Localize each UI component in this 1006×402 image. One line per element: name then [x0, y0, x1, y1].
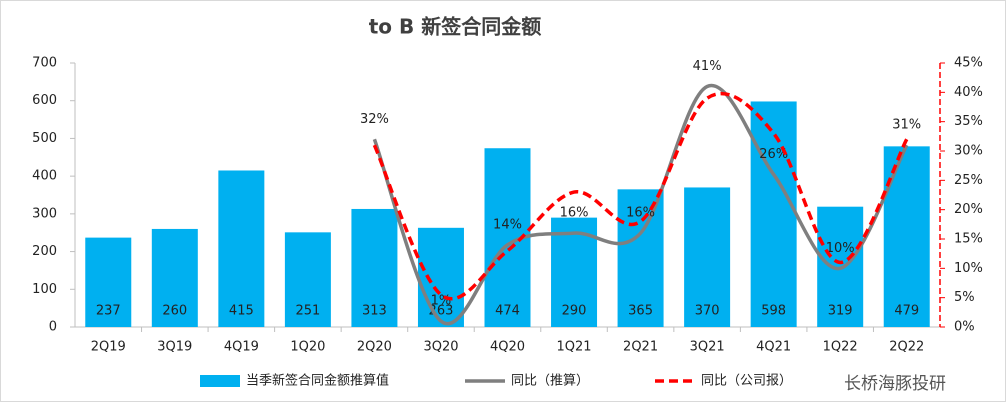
bar [417, 227, 464, 327]
y-tick-label: 600 [32, 93, 57, 108]
y-tick-label: 500 [32, 131, 57, 146]
bar-label: 474 [495, 304, 520, 319]
bar-label: 370 [695, 304, 720, 319]
y2-tick-label: 10% [954, 261, 983, 276]
line-label: 16% [626, 206, 655, 221]
y-tick-label: 100 [32, 282, 57, 297]
x-tick-label: 4Q19 [224, 340, 259, 355]
x-tick-label: 3Q19 [157, 340, 192, 355]
line-label: 31% [892, 118, 921, 133]
y-tick-label: 200 [32, 244, 57, 259]
y2-tick-label: 45% [954, 56, 983, 71]
y-tick-label: 300 [32, 206, 57, 221]
y2-tick-label: 35% [954, 114, 983, 129]
x-tick-label: 2Q21 [623, 340, 658, 355]
line-label: 26% [759, 147, 788, 162]
bar-label: 479 [894, 304, 919, 319]
y2-tick-label: 30% [954, 144, 983, 159]
line [372, 91, 909, 301]
bar-label: 598 [761, 304, 786, 319]
bar [684, 187, 731, 327]
bar-label: 237 [96, 304, 121, 319]
x-tick-label: 1Q21 [557, 340, 592, 355]
line [372, 83, 909, 326]
bar [284, 232, 331, 327]
x-tick-label: 4Q20 [490, 340, 525, 355]
line-label: 10% [826, 241, 855, 256]
x-tick-label: 1Q22 [823, 340, 858, 355]
line-label: 16% [560, 206, 589, 221]
bar [617, 189, 664, 327]
x-tick-label: 1Q20 [290, 340, 325, 355]
bar [351, 208, 398, 327]
y2-tick-label: 5% [954, 290, 975, 305]
bar [750, 101, 797, 328]
y2-tick-label: 0% [954, 320, 975, 335]
legend-label: 同比（公司报） [701, 374, 792, 389]
y-tick-label: 0 [49, 320, 57, 335]
chart-title: to B 新签合同金额 [369, 15, 541, 39]
line-label: 32% [360, 112, 389, 127]
x-tick-label: 2Q20 [357, 340, 392, 355]
line-label: 1% [431, 294, 452, 309]
x-tick-label: 2Q19 [91, 340, 126, 355]
bar-label: 415 [229, 304, 254, 319]
x-tick-label: 4Q21 [756, 340, 791, 355]
bar [883, 146, 930, 327]
x-tick-label: 2Q22 [889, 340, 924, 355]
bar-label: 290 [562, 304, 587, 319]
logo-text: 长桥海豚投研 [844, 374, 946, 394]
line-label: 41% [693, 59, 722, 74]
bar-label: 365 [628, 304, 653, 319]
bar [151, 228, 198, 327]
y2-tick-label: 25% [954, 173, 983, 188]
bar-label: 251 [295, 304, 320, 319]
bar-label: 313 [362, 304, 387, 319]
legend-label: 同比（推算） [511, 374, 589, 389]
legend-swatch [200, 375, 240, 387]
y-tick-label: 400 [32, 169, 57, 184]
line-label: 14% [493, 217, 522, 232]
bar [85, 237, 132, 327]
x-tick-label: 3Q20 [423, 340, 458, 355]
bar [218, 170, 265, 327]
x-tick-label: 3Q21 [690, 340, 725, 355]
legend-label: 当季新签合同金额推算值 [246, 373, 389, 389]
bar-label: 260 [162, 304, 187, 319]
y2-tick-label: 40% [954, 85, 983, 100]
y2-tick-label: 15% [954, 232, 983, 247]
y-tick-label: 700 [32, 56, 57, 71]
bar-label: 319 [828, 304, 853, 319]
y2-tick-label: 20% [954, 202, 983, 217]
